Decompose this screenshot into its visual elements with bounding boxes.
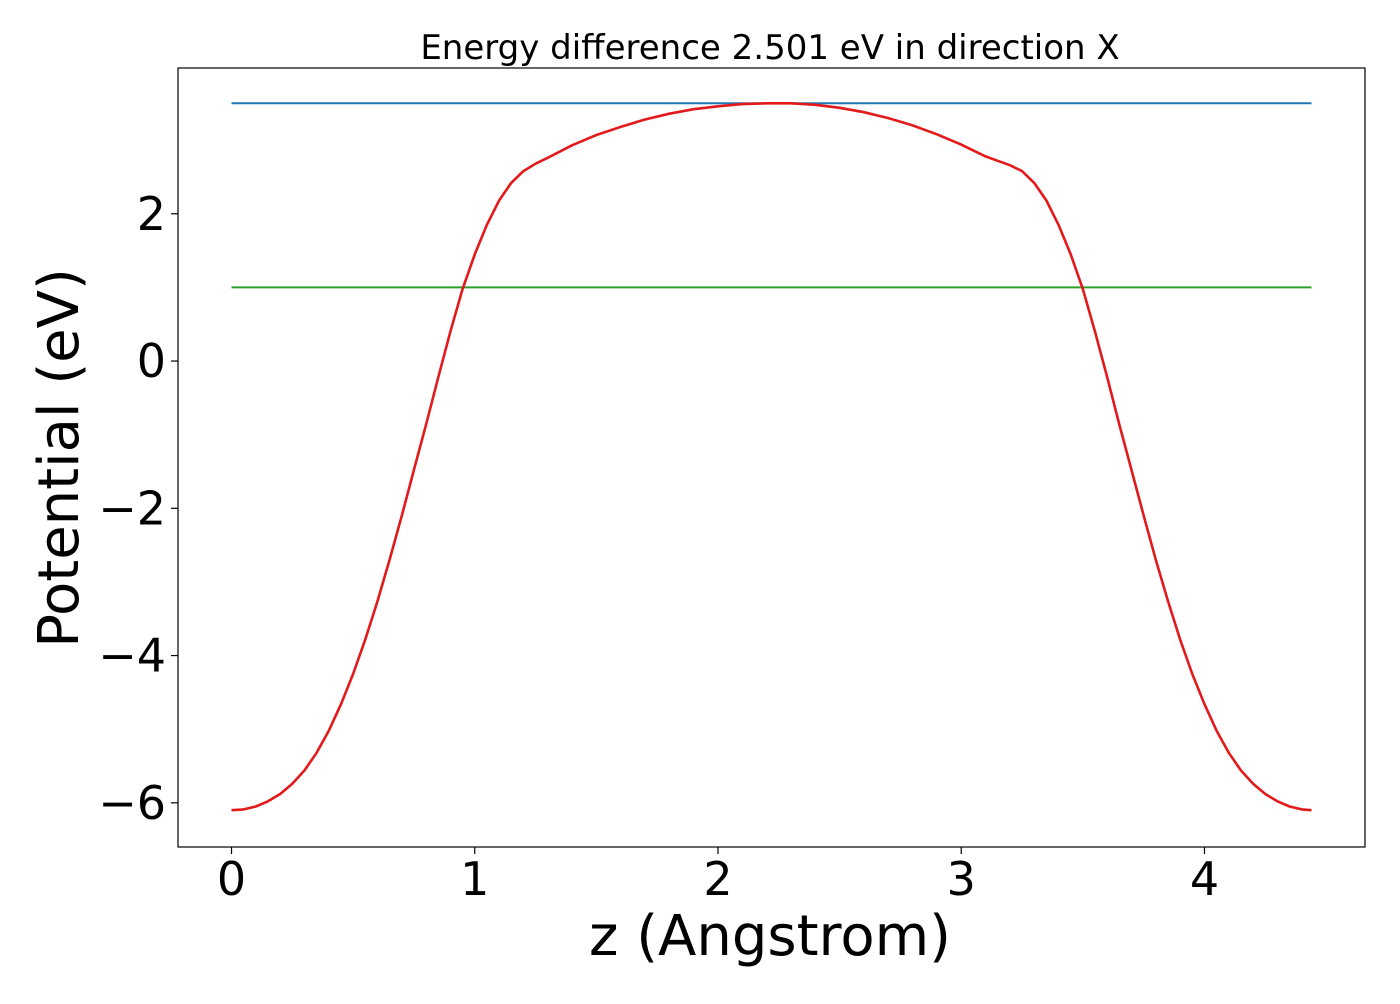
plot-area: 0 1 2 3 4 −6 −4 −2 0 2 — [98, 67, 1366, 906]
y-axis-label: Potential (eV) — [27, 268, 92, 648]
x-tick-label-1: 1 — [460, 852, 489, 906]
y-tick-label-0: −6 — [98, 776, 166, 830]
x-tick-label-3: 3 — [947, 852, 976, 906]
x-tick-label-0: 0 — [217, 852, 246, 906]
y-tick-label-2: −2 — [98, 481, 166, 535]
y-tick-label-3: 0 — [137, 334, 166, 388]
y-tick-label-4: 2 — [137, 187, 166, 241]
x-tick-label-4: 4 — [1190, 852, 1219, 906]
y-tick-label-1: −4 — [98, 629, 166, 683]
x-tick-label-2: 2 — [703, 852, 732, 906]
plot-frame — [177, 67, 1366, 848]
x-axis-label: z (Angstrom) — [589, 904, 951, 969]
series-line-2 — [231, 102, 1312, 812]
chart-title: Energy difference 2.501 eV in direction … — [420, 28, 1119, 68]
